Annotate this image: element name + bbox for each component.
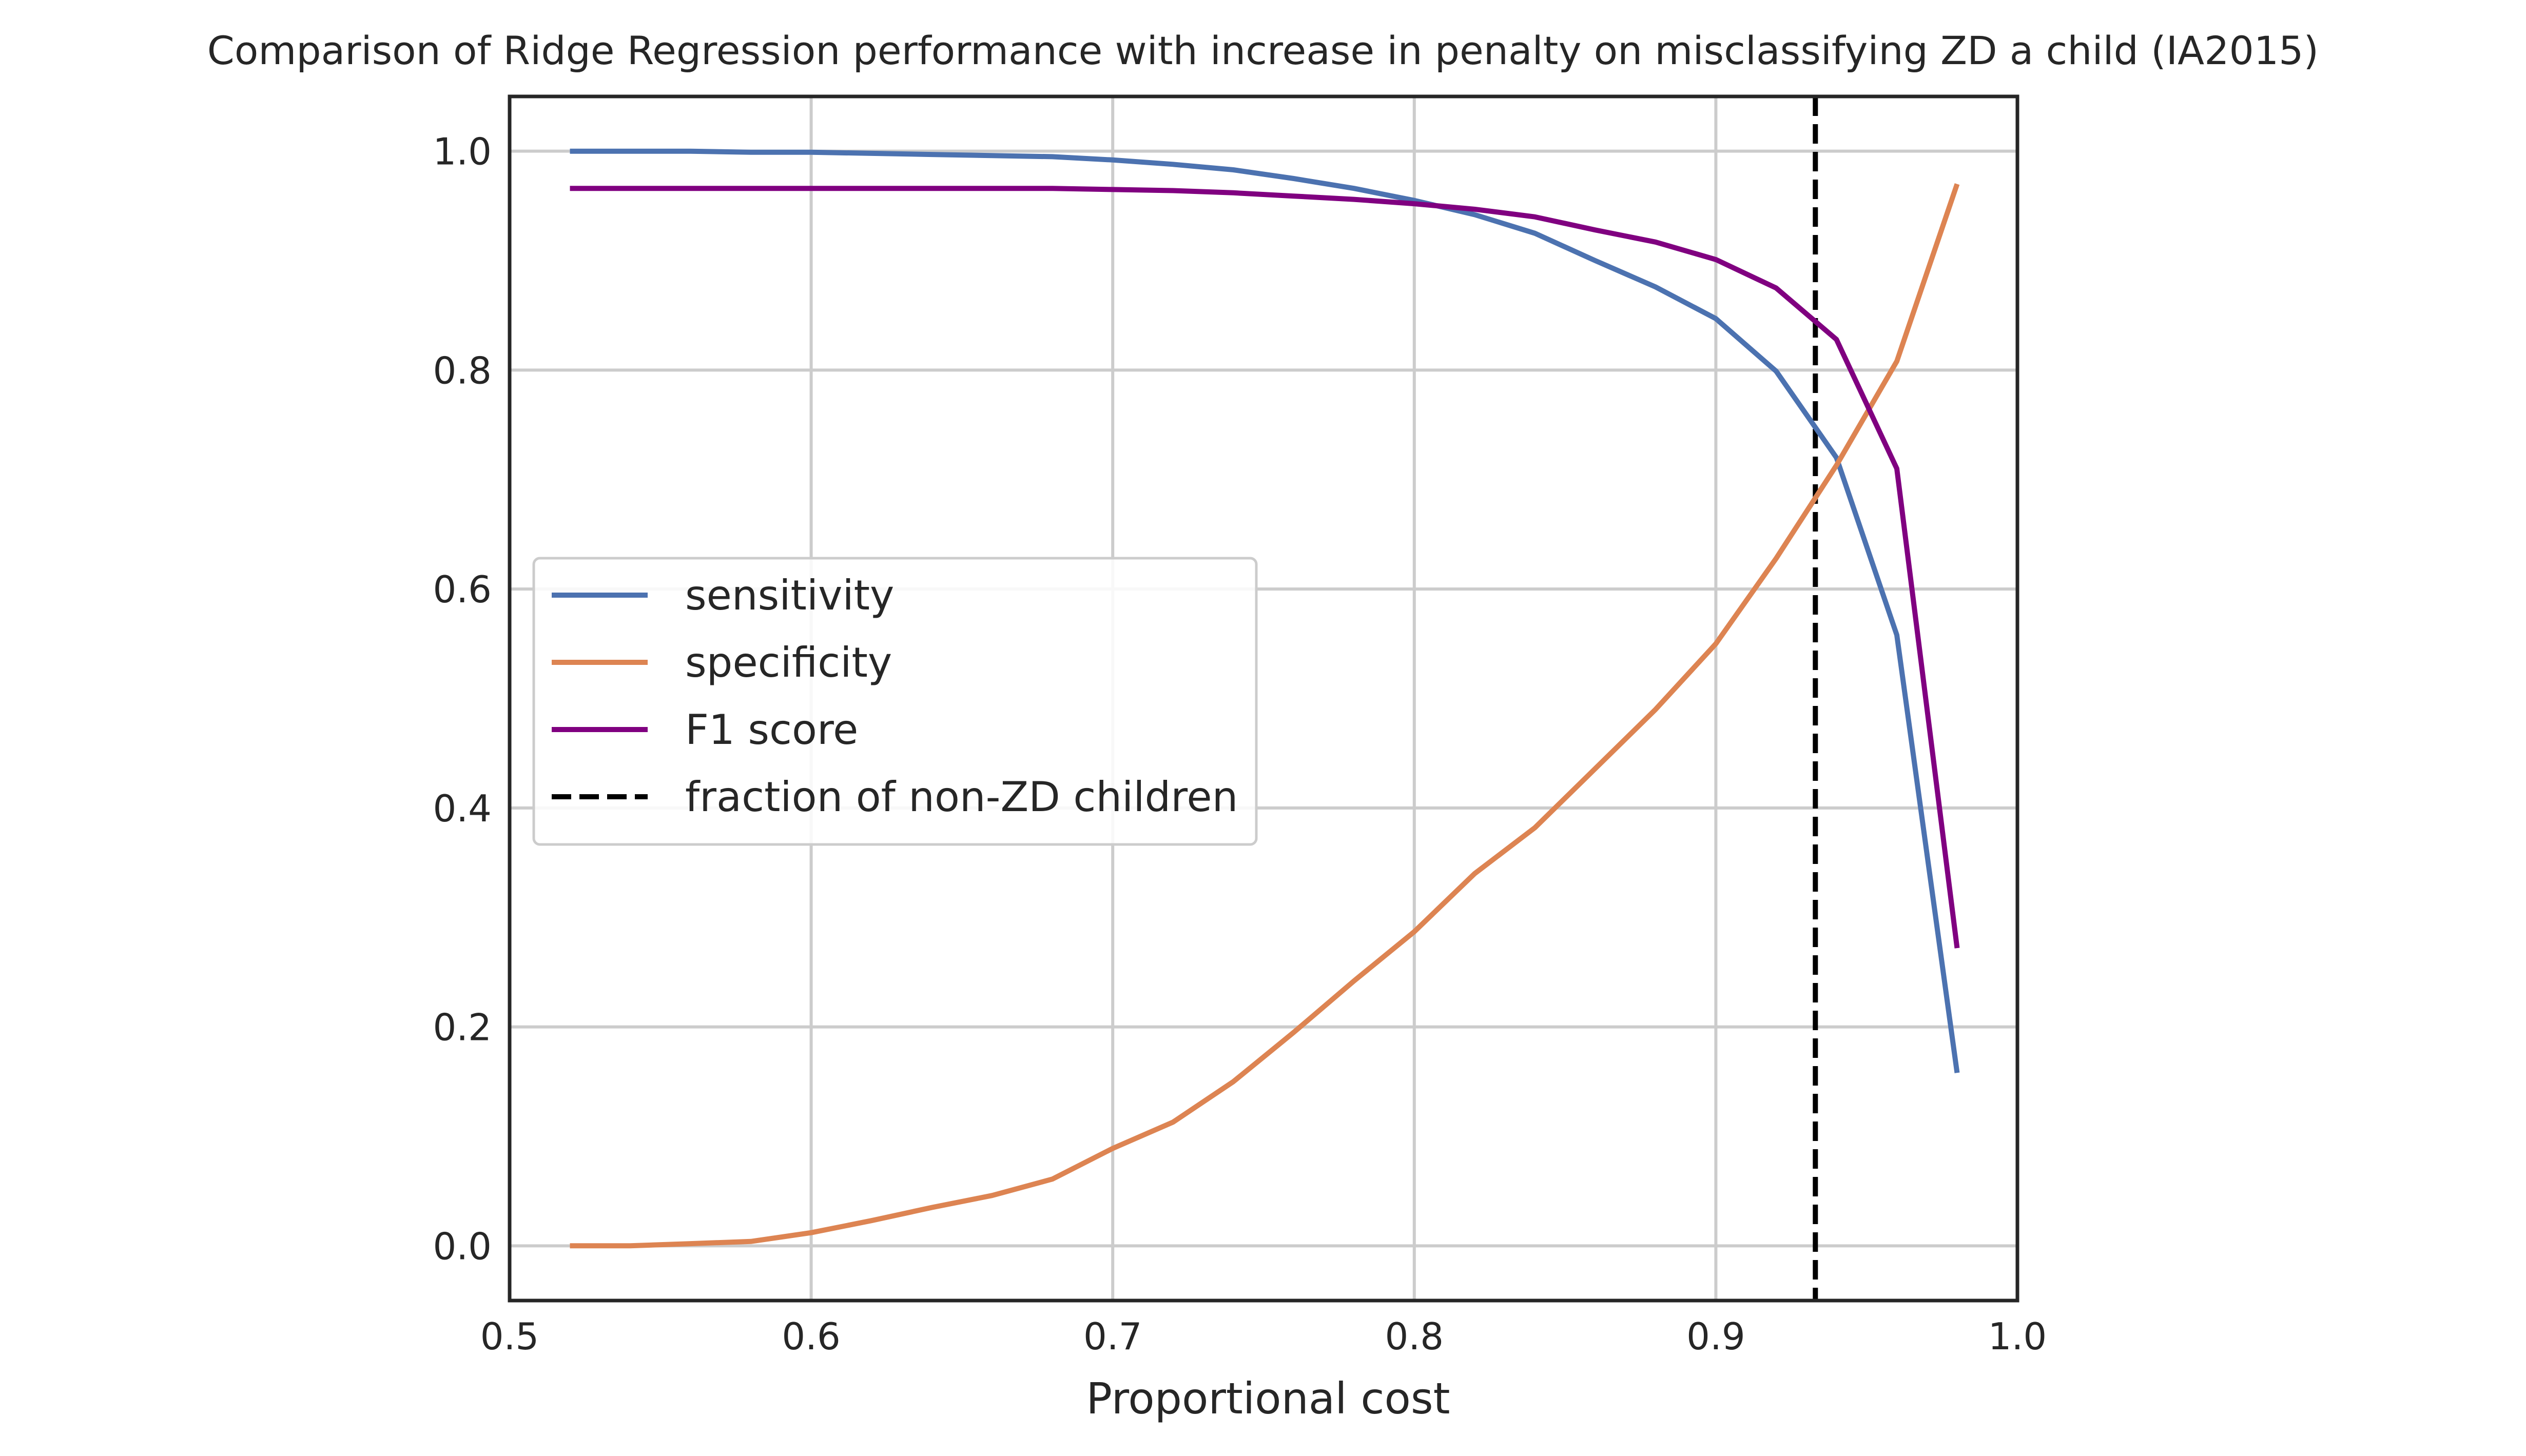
y-tick-label: 0.8	[433, 349, 492, 392]
legend-label: F1 score	[685, 706, 858, 754]
x-tick-label: 0.6	[782, 1315, 841, 1358]
legend-box	[532, 557, 1258, 846]
x-tick-label: 0.7	[1083, 1315, 1142, 1358]
x-axis-label: Proportional cost	[1086, 1373, 1450, 1424]
legend-label: specificity	[685, 639, 892, 686]
plot-frame	[508, 94, 2019, 1303]
y-tick-label: 0.2	[433, 1006, 492, 1049]
tick-labels: 0.5 0.6 0.7 0.8 0.9 1.0 0.0 0.2 0.4 0.6 0.8 1.0	[433, 130, 2047, 1358]
x-tick-label: 0.9	[1686, 1315, 1745, 1358]
series-layer	[570, 148, 1960, 1249]
y-tick-label: 0.6	[433, 568, 492, 611]
legend-label: sensitivity	[685, 572, 894, 619]
x-tick-label: 1.0	[1988, 1315, 2047, 1358]
y-tick-label: 0.4	[433, 787, 492, 830]
y-tick-label: 1.0	[433, 130, 492, 173]
y-tick-label: 0.0	[433, 1225, 492, 1268]
x-tick-label: 0.5	[480, 1315, 539, 1358]
series-line-sensitivity	[570, 148, 1960, 1073]
chart-title: Comparison of Ridge Regression performan…	[207, 28, 2319, 73]
series-line-specificity	[570, 183, 1960, 1249]
x-tick-label: 0.8	[1385, 1315, 1444, 1358]
legend: sensitivity specificity F1 score fraction o…	[532, 557, 1258, 846]
series-line-f1-score	[570, 186, 1960, 949]
legend-label: fraction of non-ZD children	[685, 773, 1238, 821]
